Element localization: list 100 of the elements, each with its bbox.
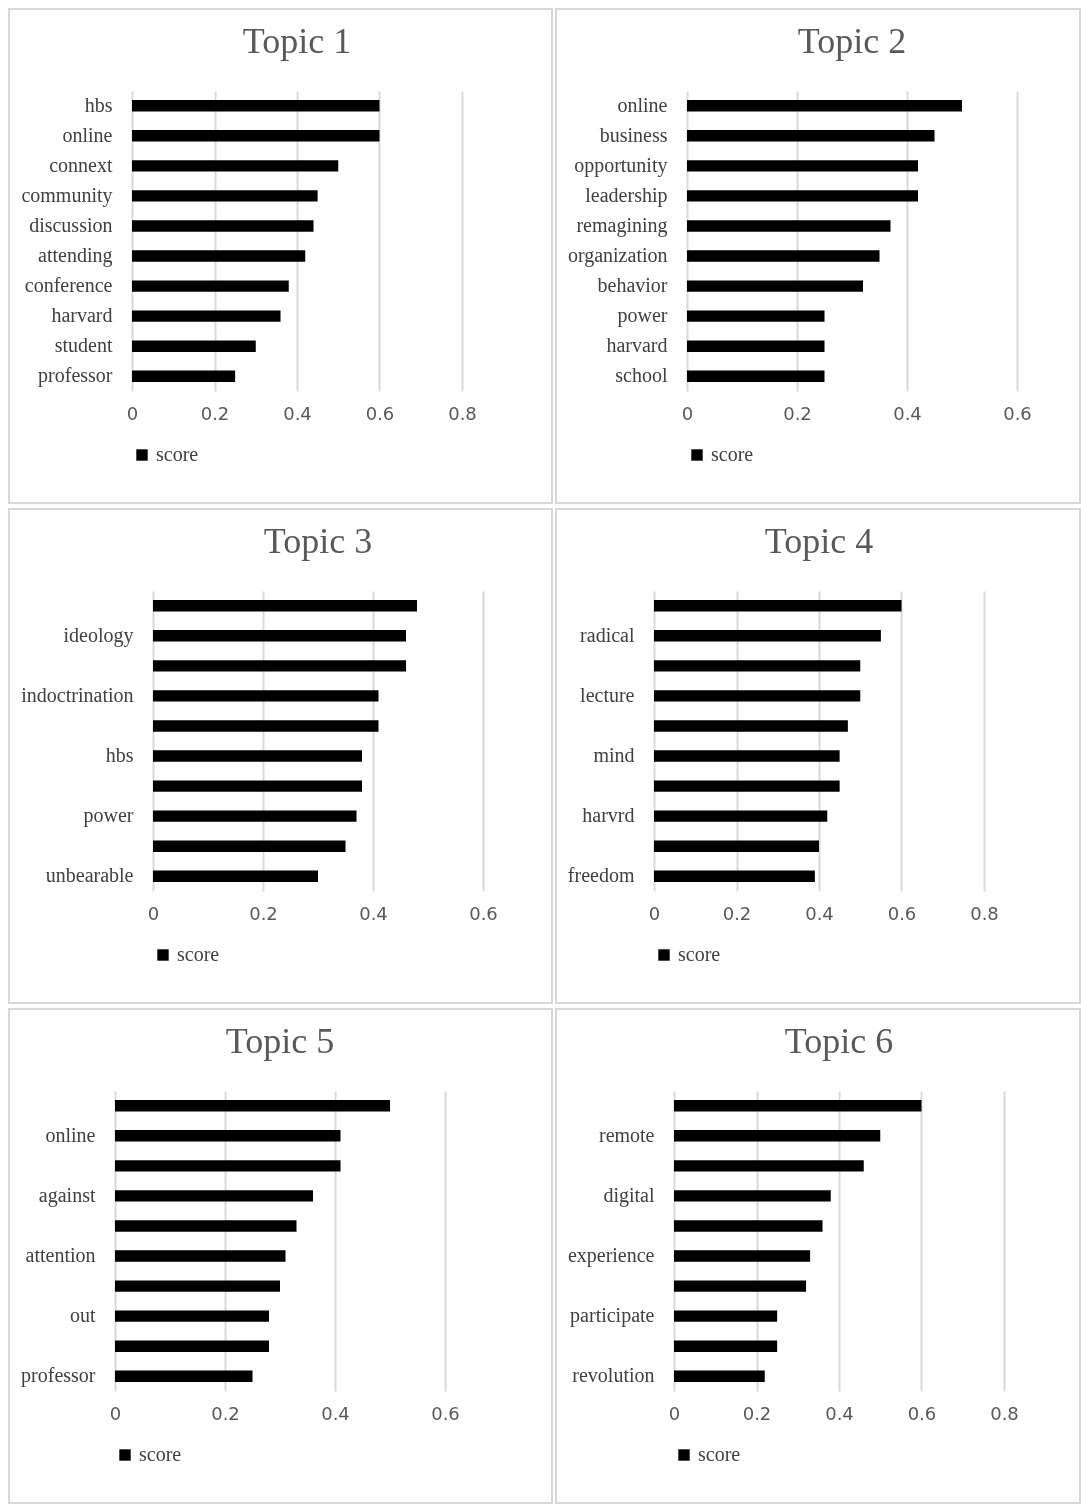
x-tick-label: 0.2 — [722, 902, 752, 924]
bar — [687, 100, 962, 112]
bar — [674, 1220, 823, 1232]
y-tick-label: online — [45, 1123, 96, 1146]
bar — [115, 1160, 341, 1172]
y-tick-label: online — [617, 93, 668, 116]
y-tick-label: out — [69, 1304, 96, 1327]
bar — [687, 130, 935, 142]
bar — [674, 1250, 811, 1262]
y-tick-label: organization — [567, 244, 668, 268]
bar — [132, 220, 314, 232]
y-tick-label: participate — [570, 1304, 655, 1328]
x-tick-label: 0.6 — [365, 402, 395, 424]
bar — [115, 1130, 341, 1142]
bar — [153, 690, 379, 702]
bar — [132, 130, 380, 142]
x-tick-label: 0.2 — [249, 902, 278, 924]
bar — [115, 1370, 253, 1382]
bar — [115, 1100, 390, 1112]
x-tick-label: 0 — [668, 1402, 681, 1424]
chart-title: Topic 5 — [225, 1021, 335, 1061]
y-tick-label: unbearable — [45, 864, 134, 887]
bar — [674, 1310, 778, 1322]
y-tick-label: power — [83, 804, 134, 828]
y-tick-label: against — [38, 1183, 96, 1207]
bar — [132, 250, 306, 262]
y-tick-label: remote — [598, 1123, 655, 1146]
bar — [687, 280, 863, 292]
x-tick-label: 0.6 — [887, 902, 917, 924]
bar — [153, 870, 318, 882]
y-tick-label: harvard — [51, 304, 113, 327]
y-tick-label: ideology — [63, 623, 134, 647]
bar — [687, 220, 891, 232]
x-tick-label: 0.6 — [431, 1402, 460, 1424]
x-tick-label: 0.4 — [825, 1402, 854, 1424]
x-tick-label: 0.2 — [211, 1402, 240, 1424]
x-tick-label: 0 — [648, 902, 661, 924]
x-tick-label: 0.4 — [321, 1402, 350, 1424]
bar — [115, 1220, 297, 1232]
bar — [153, 780, 362, 792]
bar — [132, 370, 236, 382]
bar — [153, 660, 406, 672]
y-tick-label: behavior — [597, 274, 668, 297]
x-tick-label: 0 — [109, 1402, 122, 1424]
bar — [687, 340, 825, 352]
x-tick-label: 0 — [147, 902, 160, 924]
bar — [132, 160, 339, 172]
y-tick-label: digital — [603, 1183, 655, 1207]
bar — [153, 750, 362, 762]
bar — [132, 190, 318, 202]
y-tick-label: leadership — [585, 183, 668, 207]
chart-title: Topic 3 — [263, 521, 373, 561]
y-tick-label: student — [54, 334, 113, 357]
x-tick-label: 0.6 — [907, 1402, 937, 1424]
y-tick-label: indoctrination — [21, 683, 134, 706]
bar — [654, 600, 902, 612]
bar — [115, 1250, 286, 1262]
bar — [654, 840, 819, 852]
y-tick-label: power — [617, 304, 668, 328]
chart-title: Topic 6 — [784, 1021, 894, 1061]
y-tick-label: remagining — [576, 213, 668, 237]
bar — [153, 630, 406, 642]
bar — [654, 750, 840, 762]
bar — [132, 100, 380, 112]
bar — [115, 1280, 280, 1292]
bar — [153, 840, 346, 852]
bar — [654, 690, 861, 702]
y-tick-label: hbs — [84, 93, 113, 116]
x-tick-label: 0.2 — [783, 402, 812, 424]
bar — [115, 1340, 269, 1352]
bar — [654, 870, 815, 882]
x-tick-label: 0.8 — [990, 1402, 1019, 1424]
x-tick-label: 0.4 — [283, 402, 312, 424]
y-tick-label: professor — [38, 364, 113, 388]
bar — [687, 250, 880, 262]
x-tick-label: 0.8 — [970, 902, 999, 924]
bar — [132, 310, 281, 322]
bar — [687, 190, 918, 202]
bar — [674, 1280, 806, 1292]
bar — [654, 660, 861, 672]
x-tick-label: 0.6 — [469, 902, 498, 924]
y-tick-label: opportunity — [574, 153, 668, 177]
bar — [153, 720, 379, 732]
legend-label: score — [177, 943, 220, 965]
x-tick-label: 0 — [126, 402, 139, 424]
y-tick-label: freedom — [567, 864, 635, 887]
y-tick-label: attention — [25, 1244, 96, 1267]
bar — [674, 1130, 881, 1142]
legend-label: score — [678, 943, 721, 965]
bar — [687, 310, 825, 322]
legend-label: score — [139, 1443, 182, 1465]
x-tick-label: 0 — [681, 402, 694, 424]
bar — [115, 1310, 269, 1322]
y-tick-label: online — [62, 123, 113, 146]
bar — [674, 1190, 831, 1202]
bar — [654, 780, 840, 792]
bar — [654, 630, 881, 642]
bar — [115, 1190, 313, 1202]
y-tick-label: connext — [49, 153, 113, 176]
chart-title: Topic 4 — [764, 521, 874, 561]
